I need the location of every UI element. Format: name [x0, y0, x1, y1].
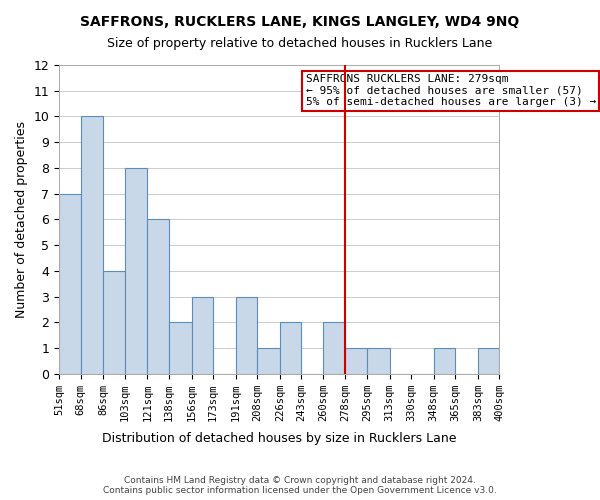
Bar [148, 220, 169, 374]
Bar [191, 296, 213, 374]
Bar [125, 168, 148, 374]
Bar [478, 348, 499, 374]
Bar [280, 322, 301, 374]
Y-axis label: Number of detached properties: Number of detached properties [15, 121, 28, 318]
Bar [257, 348, 280, 374]
Bar [169, 322, 191, 374]
Bar [434, 348, 455, 374]
X-axis label: Distribution of detached houses by size in Rucklers Lane: Distribution of detached houses by size … [102, 432, 457, 445]
Text: SAFFRONS RUCKLERS LANE: 279sqm
← 95% of detached houses are smaller (57)
5% of s: SAFFRONS RUCKLERS LANE: 279sqm ← 95% of … [305, 74, 596, 108]
Bar [80, 116, 103, 374]
Bar [323, 322, 346, 374]
Text: SAFFRONS, RUCKLERS LANE, KINGS LANGLEY, WD4 9NQ: SAFFRONS, RUCKLERS LANE, KINGS LANGLEY, … [80, 15, 520, 29]
Text: Size of property relative to detached houses in Rucklers Lane: Size of property relative to detached ho… [107, 38, 493, 51]
Bar [367, 348, 389, 374]
Bar [59, 194, 80, 374]
Bar [103, 271, 125, 374]
Text: Contains HM Land Registry data © Crown copyright and database right 2024.
Contai: Contains HM Land Registry data © Crown c… [103, 476, 497, 495]
Bar [236, 296, 257, 374]
Bar [346, 348, 367, 374]
